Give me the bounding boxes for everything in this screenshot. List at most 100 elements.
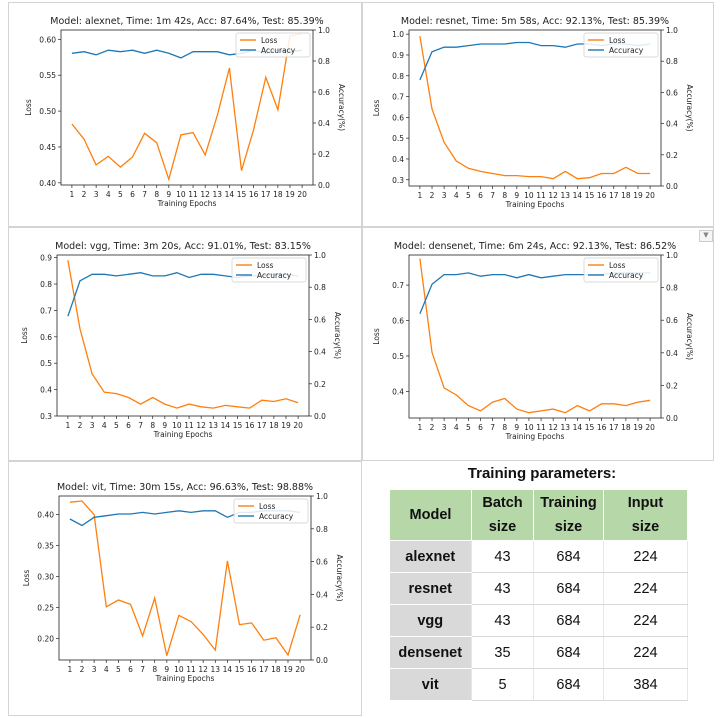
x-tick-label: 2 [80, 665, 85, 674]
x-tick-label: 14 [573, 423, 583, 432]
x-tick-label: 16 [597, 191, 607, 200]
y-axis-label: Loss [20, 327, 29, 344]
y2-tick-label: 0.2 [318, 150, 330, 159]
header-batch-size: Batch size [471, 489, 534, 541]
cell-model: resnet [389, 572, 472, 605]
cell-input: 224 [603, 540, 688, 573]
cell-training: 684 [533, 668, 604, 701]
y-tick-label: 0.50 [39, 107, 56, 116]
y-tick-label: 0.55 [39, 71, 56, 80]
chart-alexnet: Model: alexnet, Time: 1m 42s, Acc: 87.64… [24, 16, 346, 208]
x-tick-label: 1 [66, 421, 71, 430]
x-tick-label: 20 [645, 423, 655, 432]
triangle-down-icon[interactable]: ▼ [699, 230, 713, 242]
y2-tick-label: 0.0 [318, 181, 330, 190]
y-tick-label: 0.9 [392, 51, 404, 60]
x-tick-label: 8 [152, 665, 157, 674]
y-tick-label: 0.7 [392, 281, 404, 290]
y2-tick-label: 0.2 [314, 380, 326, 389]
chart-cell-vgg: Model: vgg, Time: 3m 20s, Acc: 91.01%, T… [8, 227, 362, 461]
y-tick-label: 0.8 [40, 280, 52, 289]
chart-title: Model: vit, Time: 30m 15s, Acc: 96.63%, … [57, 482, 313, 493]
x-tick-label: 2 [430, 191, 435, 200]
x-tick-label: 1 [418, 191, 423, 200]
cell-batch: 35 [471, 636, 534, 669]
x-axis-label: Training Epochs [153, 430, 213, 439]
y-axis-label: Loss [22, 570, 31, 587]
chart-vgg: Model: vgg, Time: 3m 20s, Acc: 91.01%, T… [20, 241, 342, 439]
y-tick-label: 0.3 [392, 176, 404, 185]
y-tick-label: 0.45 [39, 143, 56, 152]
x-tick-label: 7 [490, 191, 495, 200]
cell-model: alexnet [389, 540, 472, 573]
x-tick-label: 4 [102, 421, 107, 430]
x-tick-label: 6 [478, 191, 483, 200]
x-tick-label: 4 [106, 190, 111, 199]
cell-batch: 43 [471, 540, 534, 573]
y-axis-label: Loss [24, 99, 33, 116]
legend-label: Loss [261, 36, 278, 45]
y-tick-label: 0.5 [392, 134, 404, 143]
series-line-loss [419, 36, 651, 180]
cell-training: 684 [533, 540, 604, 573]
y2-tick-label: 1.0 [314, 251, 326, 260]
plot-frame [58, 495, 312, 661]
legend-label: Loss [259, 502, 276, 511]
x-tick-label: 14 [573, 191, 583, 200]
x-tick-label: 12 [548, 191, 558, 200]
y2-tick-label: 0.4 [316, 590, 328, 599]
chart-cell-resnet: Model: resnet, Time: 5m 58s, Acc: 92.13%… [362, 2, 714, 227]
x-tick-label: 10 [174, 665, 184, 674]
params-table: Model Batch size Training size Input size a… [389, 489, 688, 701]
x-tick-label: 5 [466, 191, 471, 200]
x-axis-label: Training Epochs [505, 200, 565, 209]
legend-box [235, 32, 311, 58]
plot-frame [60, 29, 314, 186]
y-tick-label: 0.35 [37, 542, 54, 551]
x-tick-label: 13 [213, 190, 223, 199]
table-row: vgg 43 684 224 [389, 604, 688, 637]
table-row: alexnet 43 684 224 [389, 540, 688, 573]
chart-vit: Model: vit, Time: 30m 15s, Acc: 96.63%, … [22, 482, 344, 683]
y-tick-label: 0.5 [392, 352, 404, 361]
x-tick-label: 11 [536, 191, 546, 200]
x-tick-label: 10 [524, 191, 534, 200]
x-tick-label: 13 [211, 665, 221, 674]
legend-label: Accuracy [261, 46, 296, 55]
legend-label: Accuracy [259, 512, 294, 521]
legend-box [231, 257, 307, 283]
cell-batch: 43 [471, 572, 534, 605]
y-tick-label: 1.0 [392, 30, 404, 39]
x-tick-label: 10 [176, 190, 186, 199]
y-tick-label: 0.40 [37, 511, 54, 520]
y2-axis-label: Accuracy(%) [685, 84, 694, 131]
chart-title: Model: vgg, Time: 3m 20s, Acc: 91.01%, T… [55, 241, 311, 252]
x-axis-label: Training Epochs [505, 432, 565, 441]
y2-tick-label: 0.8 [314, 283, 326, 292]
y-tick-label: 0.6 [40, 333, 52, 342]
x-tick-label: 2 [82, 190, 87, 199]
y-tick-label: 0.6 [392, 317, 404, 326]
x-tick-label: 3 [442, 191, 447, 200]
x-tick-label: 7 [138, 421, 143, 430]
y2-tick-label: 1.0 [318, 26, 330, 35]
x-tick-label: 18 [273, 190, 283, 199]
x-tick-label: 13 [561, 191, 571, 200]
plot-frame [408, 254, 662, 419]
y-axis-label: Loss [372, 100, 381, 117]
x-tick-label: 9 [166, 190, 171, 199]
chart-cell-densenet: Model: densenet, Time: 6m 24s, Acc: 92.1… [362, 227, 714, 461]
params-title: Training parameters: [467, 465, 617, 482]
y-tick-label: 0.6 [392, 113, 404, 122]
y-tick-label: 0.25 [37, 603, 54, 612]
y2-tick-label: 1.0 [666, 251, 678, 260]
y2-axis-label: Accuracy(%) [337, 84, 346, 131]
y2-tick-label: 0.0 [314, 412, 326, 421]
chart-title: Model: alexnet, Time: 1m 42s, Acc: 87.64… [50, 16, 323, 27]
cell-batch: 5 [471, 668, 534, 701]
x-tick-label: 11 [188, 190, 198, 199]
header-input-size: Input size [603, 489, 688, 541]
chart-cell-alexnet: Model: alexnet, Time: 1m 42s, Acc: 87.64… [8, 2, 362, 227]
